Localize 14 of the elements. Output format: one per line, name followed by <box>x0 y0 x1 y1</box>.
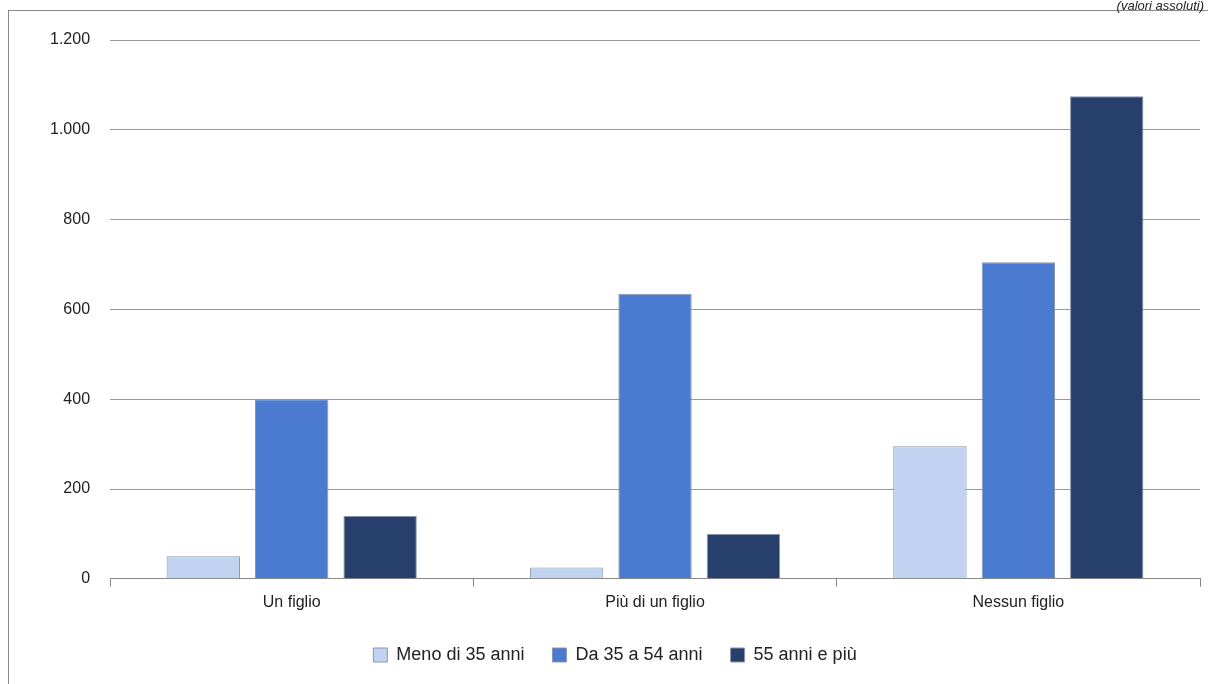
y-tick-label: 600 <box>63 299 91 317</box>
legend-label: Da 35 a 54 anni <box>575 643 703 664</box>
x-tick-label: Un figlio <box>262 592 321 610</box>
y-tick-label: 200 <box>63 479 91 497</box>
text: (valori assoluti) <box>1115 0 1204 13</box>
legend-label: Meno di 35 anni <box>396 643 525 664</box>
y-tick-label: 0 <box>81 569 91 587</box>
x-tick-label: Nessun figlio <box>972 592 1065 610</box>
y-tick-label: 1.200 <box>49 30 91 48</box>
x-tick-label: Più di un figlio <box>605 592 705 610</box>
y-tick-label: 1.000 <box>49 120 91 138</box>
legend-label: 55 anni e più <box>753 643 857 664</box>
y-tick-label: 800 <box>63 210 91 228</box>
y-tick-label: 400 <box>63 389 91 407</box>
